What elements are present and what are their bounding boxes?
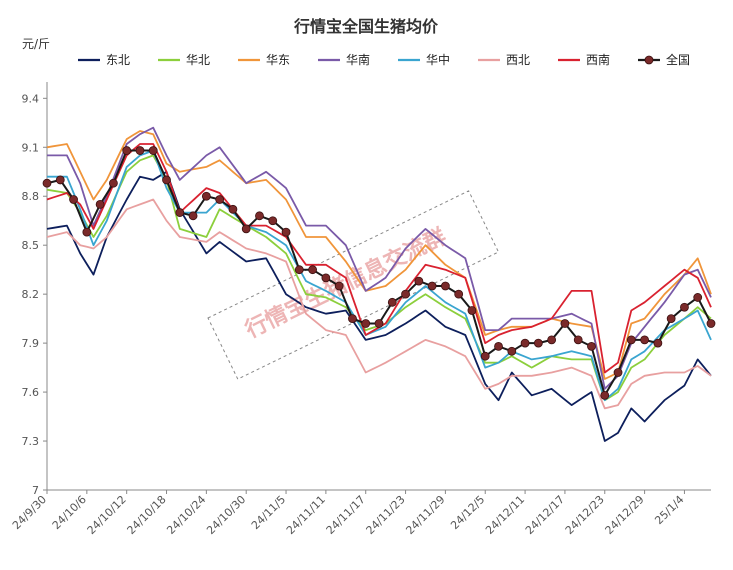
x-tick-label: 24/11/17 bbox=[324, 493, 368, 537]
y-tick-label: 8.8 bbox=[22, 190, 40, 203]
national-point bbox=[467, 306, 477, 315]
x-tick-label: 24/12/23 bbox=[563, 493, 607, 537]
national-point bbox=[42, 178, 52, 188]
y-tick-label: 7.3 bbox=[22, 435, 40, 448]
national-point bbox=[162, 175, 171, 185]
national-point bbox=[135, 146, 145, 155]
y-tick-label: 9.1 bbox=[22, 141, 40, 154]
national-point bbox=[95, 199, 105, 209]
national-point bbox=[334, 281, 344, 291]
national-point bbox=[348, 314, 357, 324]
national-point bbox=[321, 273, 331, 283]
national-point bbox=[640, 335, 649, 345]
national-point bbox=[533, 338, 543, 348]
x-tick-label: 24/10/12 bbox=[85, 493, 129, 537]
national-point bbox=[626, 335, 636, 345]
series-line-2 bbox=[46, 130, 712, 380]
national-point bbox=[281, 227, 291, 237]
x-tick-label: 24/12/17 bbox=[523, 493, 567, 537]
national-point bbox=[680, 302, 689, 312]
legend-label: 华东 bbox=[266, 53, 290, 67]
national-point bbox=[414, 276, 424, 286]
y-tick-label: 7.6 bbox=[22, 386, 40, 399]
series-layer bbox=[42, 126, 716, 442]
national-point bbox=[587, 341, 596, 351]
national-point bbox=[294, 265, 304, 275]
national-point bbox=[69, 195, 78, 204]
legend-label: 东北 bbox=[106, 53, 130, 67]
national-point bbox=[228, 204, 238, 214]
x-tick-label: 24/10/24 bbox=[164, 493, 208, 537]
national-point bbox=[361, 319, 371, 328]
national-point bbox=[387, 297, 397, 307]
x-tick-label: 24/11/29 bbox=[403, 493, 447, 537]
national-point bbox=[308, 265, 318, 275]
national-point bbox=[255, 211, 264, 221]
y-tick-label: 8.2 bbox=[22, 288, 40, 301]
national-point bbox=[600, 390, 610, 400]
national-point bbox=[613, 368, 623, 377]
national-point bbox=[268, 216, 278, 226]
national-point bbox=[480, 351, 490, 361]
x-tick-label: 24/11/23 bbox=[364, 493, 408, 537]
y-tick-label: 7 bbox=[32, 484, 39, 497]
legend-label: 西南 bbox=[586, 52, 610, 67]
national-point bbox=[55, 175, 65, 185]
national-point bbox=[693, 293, 703, 302]
legend-label: 西北 bbox=[506, 53, 530, 67]
national-point bbox=[427, 281, 437, 291]
national-point bbox=[215, 195, 225, 204]
national-point bbox=[653, 338, 663, 348]
x-tick-label: 24/9/30 bbox=[10, 493, 49, 532]
national-point bbox=[109, 178, 118, 188]
x-tick-label: 24/12/29 bbox=[603, 493, 647, 537]
national-point bbox=[547, 335, 557, 345]
national-point bbox=[494, 341, 503, 351]
axes: 77.37.67.98.28.58.89.19.424/9/30 24/10/62… bbox=[10, 82, 711, 537]
legend-marker bbox=[644, 55, 654, 65]
series-line-0 bbox=[46, 170, 712, 442]
national-point bbox=[401, 289, 410, 299]
chart-title: 行情宝全国生猪均价 bbox=[293, 17, 439, 36]
national-point bbox=[175, 208, 185, 217]
national-point bbox=[666, 314, 676, 324]
series-line-4 bbox=[47, 149, 712, 402]
national-point bbox=[374, 319, 384, 328]
x-tick-label: 24/11/11 bbox=[284, 493, 328, 537]
national-point bbox=[507, 346, 517, 356]
x-tick-label: 24/10/6 bbox=[50, 493, 89, 532]
series-line-5 bbox=[46, 198, 712, 410]
y-axis-unit: 元/斤 bbox=[22, 37, 50, 51]
x-tick-label: 24/12/5 bbox=[448, 493, 487, 532]
national-point bbox=[520, 338, 530, 348]
legend-label: 华中 bbox=[426, 52, 450, 67]
legend-label: 华南 bbox=[346, 52, 370, 67]
x-tick-label: 24/10/18 bbox=[125, 493, 169, 537]
x-tick-label: 25/1/4 bbox=[652, 493, 686, 527]
national-point bbox=[560, 319, 570, 328]
legend-label: 全国 bbox=[666, 52, 690, 67]
x-tick-label: 24/10/30 bbox=[204, 493, 248, 537]
national-point bbox=[82, 227, 92, 237]
national-point bbox=[241, 224, 251, 234]
national-point bbox=[188, 211, 198, 221]
legend-label: 华北 bbox=[186, 53, 210, 67]
national-point bbox=[706, 319, 716, 328]
national-point bbox=[454, 289, 464, 299]
y-tick-label: 8.5 bbox=[22, 239, 40, 252]
legend: 东北 华北 华东 华南 华中 西北 西南 全国 bbox=[78, 52, 690, 67]
y-tick-label: 9.4 bbox=[22, 92, 40, 105]
series-line-3 bbox=[47, 126, 712, 390]
national-point bbox=[122, 146, 132, 155]
national-point bbox=[440, 281, 450, 291]
x-tick-label: 24/11/5 bbox=[249, 493, 288, 532]
y-tick-label: 7.9 bbox=[22, 337, 40, 350]
national-point bbox=[148, 146, 158, 155]
national-point bbox=[573, 335, 583, 345]
x-tick-label: 24/12/11 bbox=[483, 493, 527, 537]
national-point bbox=[201, 191, 211, 201]
